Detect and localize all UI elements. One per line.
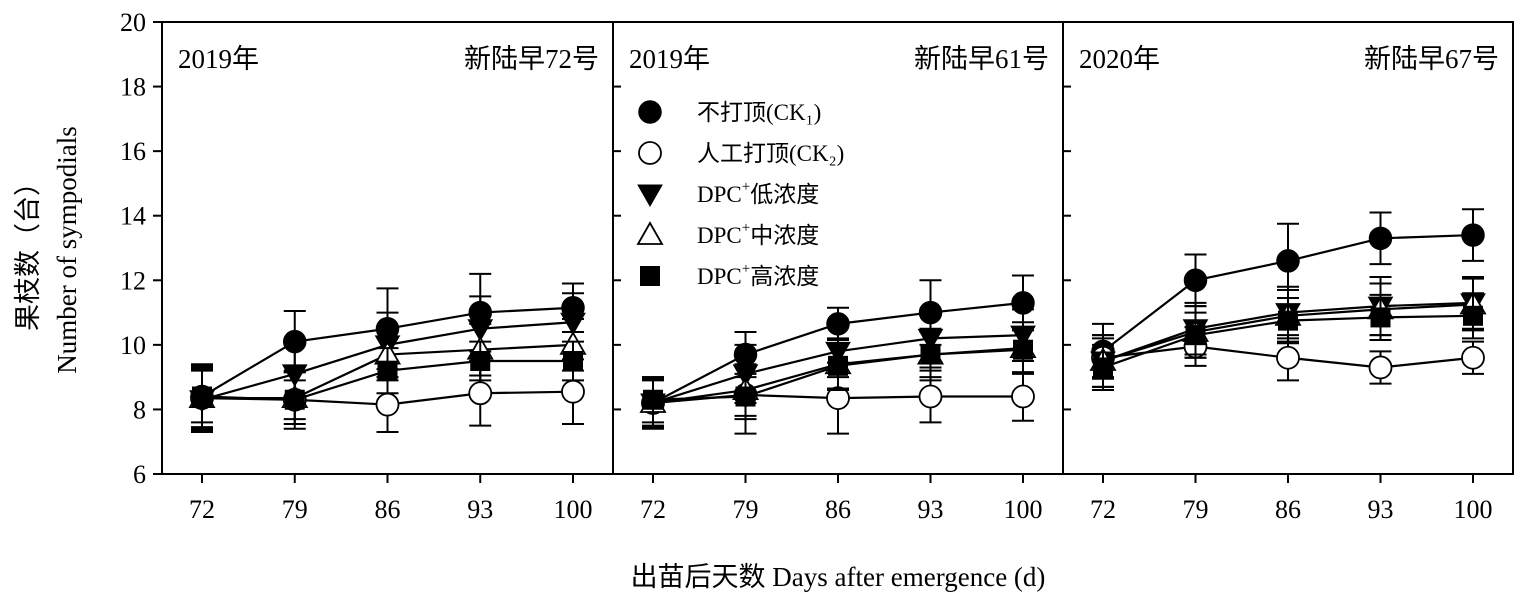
y-tick-label: 6 [133, 460, 146, 489]
marker-filled-square [735, 386, 756, 407]
y-axis-title-en: Number of sympodials [52, 126, 82, 373]
marker-filled-square [192, 386, 212, 407]
marker-filled-down-triangle [637, 184, 663, 208]
x-tick-label: 100 [1004, 495, 1043, 524]
legend-item: DPC+中浓度 [636, 220, 819, 248]
legend-label-sup: + [742, 220, 750, 236]
y-tick-label: 20 [120, 8, 146, 37]
x-tick-label: 72 [1090, 495, 1116, 524]
marker-filled-square [1185, 325, 1206, 346]
legend-item: DPC+低浓度 [637, 179, 819, 208]
panel-year-label: 2020年 [1079, 44, 1160, 74]
marker-open-circle [1461, 345, 1485, 370]
y-tick-label: 16 [120, 137, 146, 166]
panel-cultivar-label: 新陆早67号 [1364, 44, 1499, 74]
x-tick-label: 79 [282, 495, 308, 524]
marker-open-circle [561, 379, 585, 404]
x-tick-label: 72 [640, 495, 666, 524]
marker-filled-circle [1461, 223, 1485, 247]
y-tick-label: 10 [120, 331, 146, 360]
panel-year-label: 2019年 [178, 44, 259, 74]
marker-filled-circle [1183, 268, 1208, 293]
legend-label-rest: 高浓度 [750, 264, 819, 289]
marker-filled-square [1370, 307, 1391, 328]
marker-filled-square [377, 360, 398, 381]
marker-filled-square [640, 266, 660, 286]
legend-label: 不打顶(CK₁) [697, 100, 821, 125]
marker-open-circle [468, 381, 493, 406]
legend-label-main: DPC [697, 264, 742, 289]
legend-label-sup: + [742, 179, 750, 195]
panel-year-label: 2019年 [629, 44, 710, 74]
legend-label: DPC+高浓度 [697, 261, 819, 289]
y-tick-label: 12 [120, 266, 146, 295]
marker-filled-square [1278, 310, 1298, 331]
marker-filled-circle [1276, 249, 1300, 273]
marker-open-up-triangle [636, 221, 664, 245]
marker-open-circle [918, 384, 943, 409]
marker-filled-square [470, 351, 491, 371]
marker-filled-square [1013, 339, 1033, 360]
x-tick-label: 93 [918, 495, 944, 524]
marker-open-circle [1011, 384, 1035, 409]
legend-label-rest: 低浓度 [750, 182, 819, 207]
marker-filled-square [920, 344, 941, 365]
legend-label-rest: 中浓度 [750, 223, 819, 248]
marker-open-circle [1368, 355, 1393, 380]
legend-label-main: DPC [697, 182, 742, 207]
x-tick-label: 100 [1454, 495, 1493, 524]
marker-filled-square [1093, 357, 1113, 378]
marker-open-circle [1276, 345, 1300, 370]
marker-filled-circle [638, 100, 662, 124]
x-tick-label: 100 [554, 495, 593, 524]
y-tick-label: 14 [120, 202, 146, 231]
x-tick-label: 93 [1368, 495, 1394, 524]
legend-item: 人工打顶(CK₂) [638, 141, 844, 166]
y-axis-title-cn: 果枝数（台） [13, 169, 43, 331]
marker-filled-square [828, 355, 848, 376]
marker-open-circle [638, 141, 662, 165]
series-layer [188, 208, 1487, 435]
marker-filled-square [643, 389, 663, 410]
series-4 [191, 340, 584, 424]
series-4 [642, 326, 1034, 424]
panel-cultivar-label: 新陆早72号 [464, 44, 599, 74]
x-axis-title: 出苗后天数 Days after emergence (d) [631, 562, 1046, 592]
x-tick-label: 79 [733, 495, 759, 524]
legend-label: 人工打顶(CK₂) [697, 141, 844, 166]
x-tick-label: 79 [1183, 495, 1209, 524]
y-tick-label: 8 [133, 395, 146, 424]
legend-label-sup: + [742, 261, 750, 277]
marker-filled-square [563, 351, 583, 371]
marker-filled-circle [1368, 226, 1393, 251]
x-tick-label: 86 [1275, 495, 1301, 524]
y-tick-label: 18 [120, 73, 146, 102]
legend-label-main: DPC [697, 223, 742, 248]
legend-label: DPC+中浓度 [697, 220, 819, 248]
marker-filled-square [284, 389, 305, 410]
axes-layer [153, 21, 1514, 483]
legend-label: DPC+低浓度 [697, 179, 819, 207]
x-tick-label: 72 [189, 495, 215, 524]
panel-cultivar-label: 新陆早61号 [914, 44, 1049, 74]
x-tick-label: 86 [825, 495, 851, 524]
marker-filled-square [1463, 305, 1483, 326]
x-tick-label: 93 [467, 495, 493, 524]
legend-item: DPC+高浓度 [640, 261, 819, 289]
legend-item: 不打顶(CK₁) [638, 100, 821, 125]
marker-open-circle [375, 392, 400, 417]
series-4 [1092, 292, 1484, 392]
x-tick-label: 86 [375, 495, 401, 524]
